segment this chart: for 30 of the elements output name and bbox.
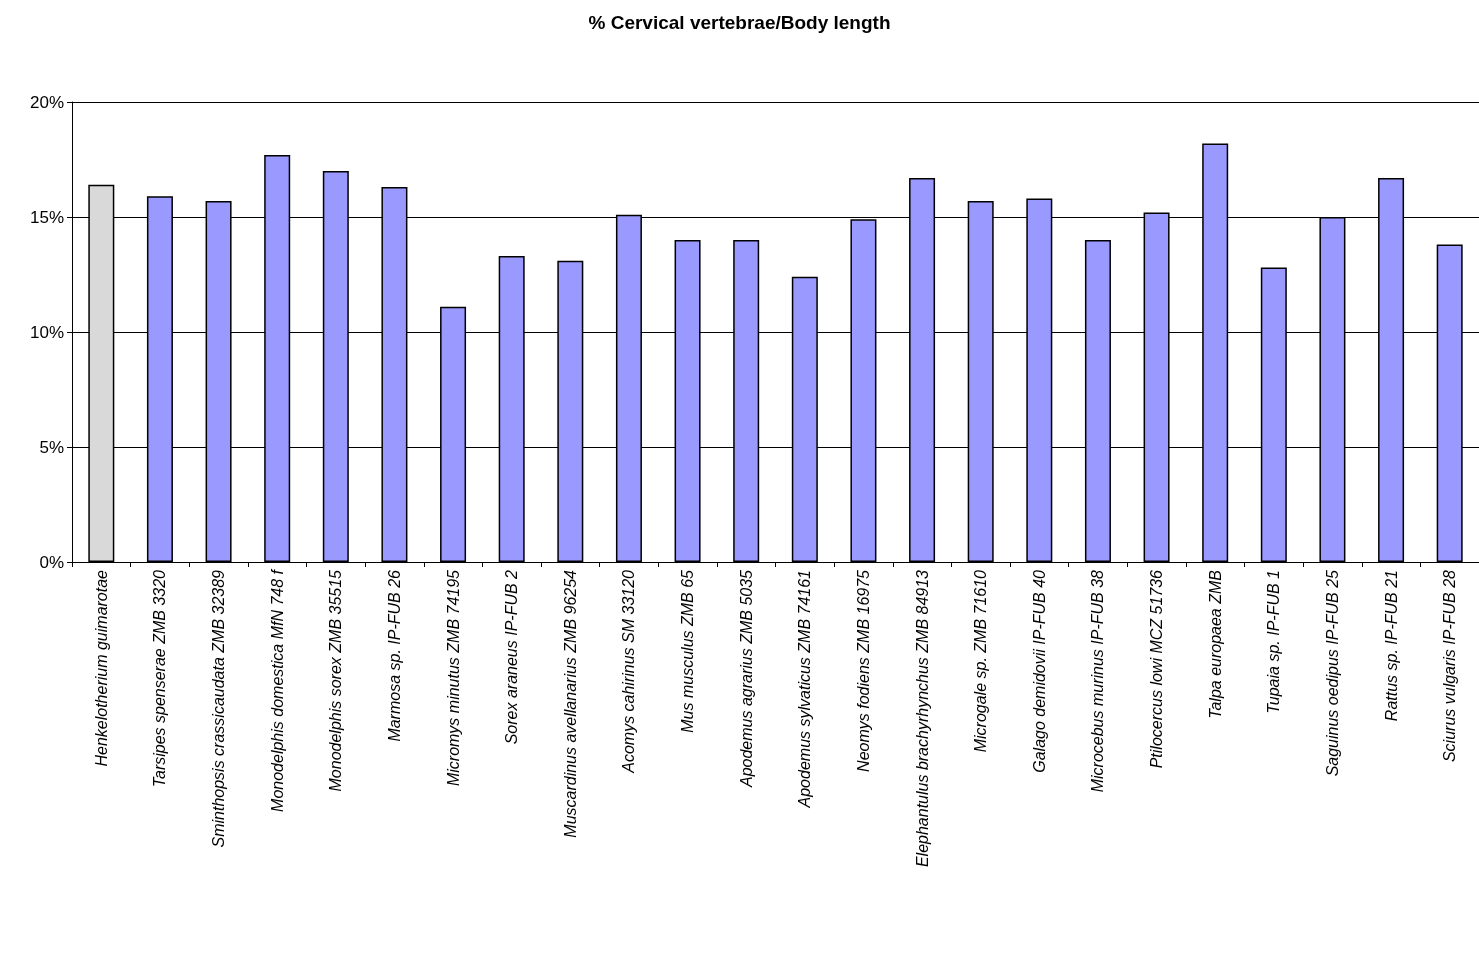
x-tick-label: Monodelphis domestica MfN 748 f (268, 568, 286, 812)
x-tick-label: Marmosa sp. IP-FUB 26 (385, 569, 403, 742)
x-tick-label: Mus musculus ZMB 65 (679, 569, 697, 733)
x-tick-label: Monodelphis sorex ZMB 35515 (327, 569, 345, 792)
x-tick-label: Microgale sp. ZMB 71610 (972, 569, 990, 753)
x-tick-label: Acomys cahirinus SM 33120 (620, 569, 638, 774)
chart-title: % Cervical vertebrae/Body length (588, 12, 891, 33)
x-tick-label: Elephantulus brachyrhynchus ZMB 84913 (913, 569, 931, 868)
x-tick-label: Saguinus oedipus IP-FUB 25 (1323, 569, 1341, 777)
x-tick-label: Tupaia sp. IP-FUB 1 (1265, 570, 1283, 714)
x-tick-label: Micromys minutus ZMB 74195 (444, 569, 462, 787)
x-tick-label: Muscardinus avellanarius ZMB 96254 (561, 569, 579, 838)
y-tick-label: 20% (29, 92, 64, 112)
y-tick-label: 10% (29, 322, 64, 342)
y-tick-label: 15% (29, 207, 64, 227)
x-tick-label: Microcebus murinus IP-FUB 38 (1089, 569, 1107, 793)
x-tick-label: Galago demidovii IP-FUB 40 (1030, 569, 1048, 773)
y-tick-label: 5% (39, 437, 64, 457)
x-tick-label: Sminthopsis crassicaudata ZMB 32389 (210, 569, 228, 848)
x-tick-label: Henkelotherium guimarotae (92, 569, 110, 767)
x-tick-label: Sorex araneus IP-FUB 2 (503, 569, 521, 745)
x-tick-label: Sciurus vulgaris IP-FUB 28 (1441, 569, 1459, 763)
x-tick-label: Apodemus sylvaticus ZMB 74161 (796, 570, 814, 809)
x-tick-label: Ptilocercus lowi MCZ 51736 (1148, 569, 1166, 769)
x-tick-label: Tarsipes spenserae ZMB 3320 (151, 569, 169, 788)
x-tick-label: Rattus sp. IP-FUB 21 (1382, 570, 1400, 722)
y-tick-label: 0% (39, 552, 64, 572)
x-tick-label: Talpa europaea ZMB (1206, 569, 1224, 719)
x-tick-label: Apodemus agrarius ZMB 5035 (737, 569, 755, 788)
x-tick-label: Neomys fodiens ZMB 16975 (854, 569, 872, 772)
